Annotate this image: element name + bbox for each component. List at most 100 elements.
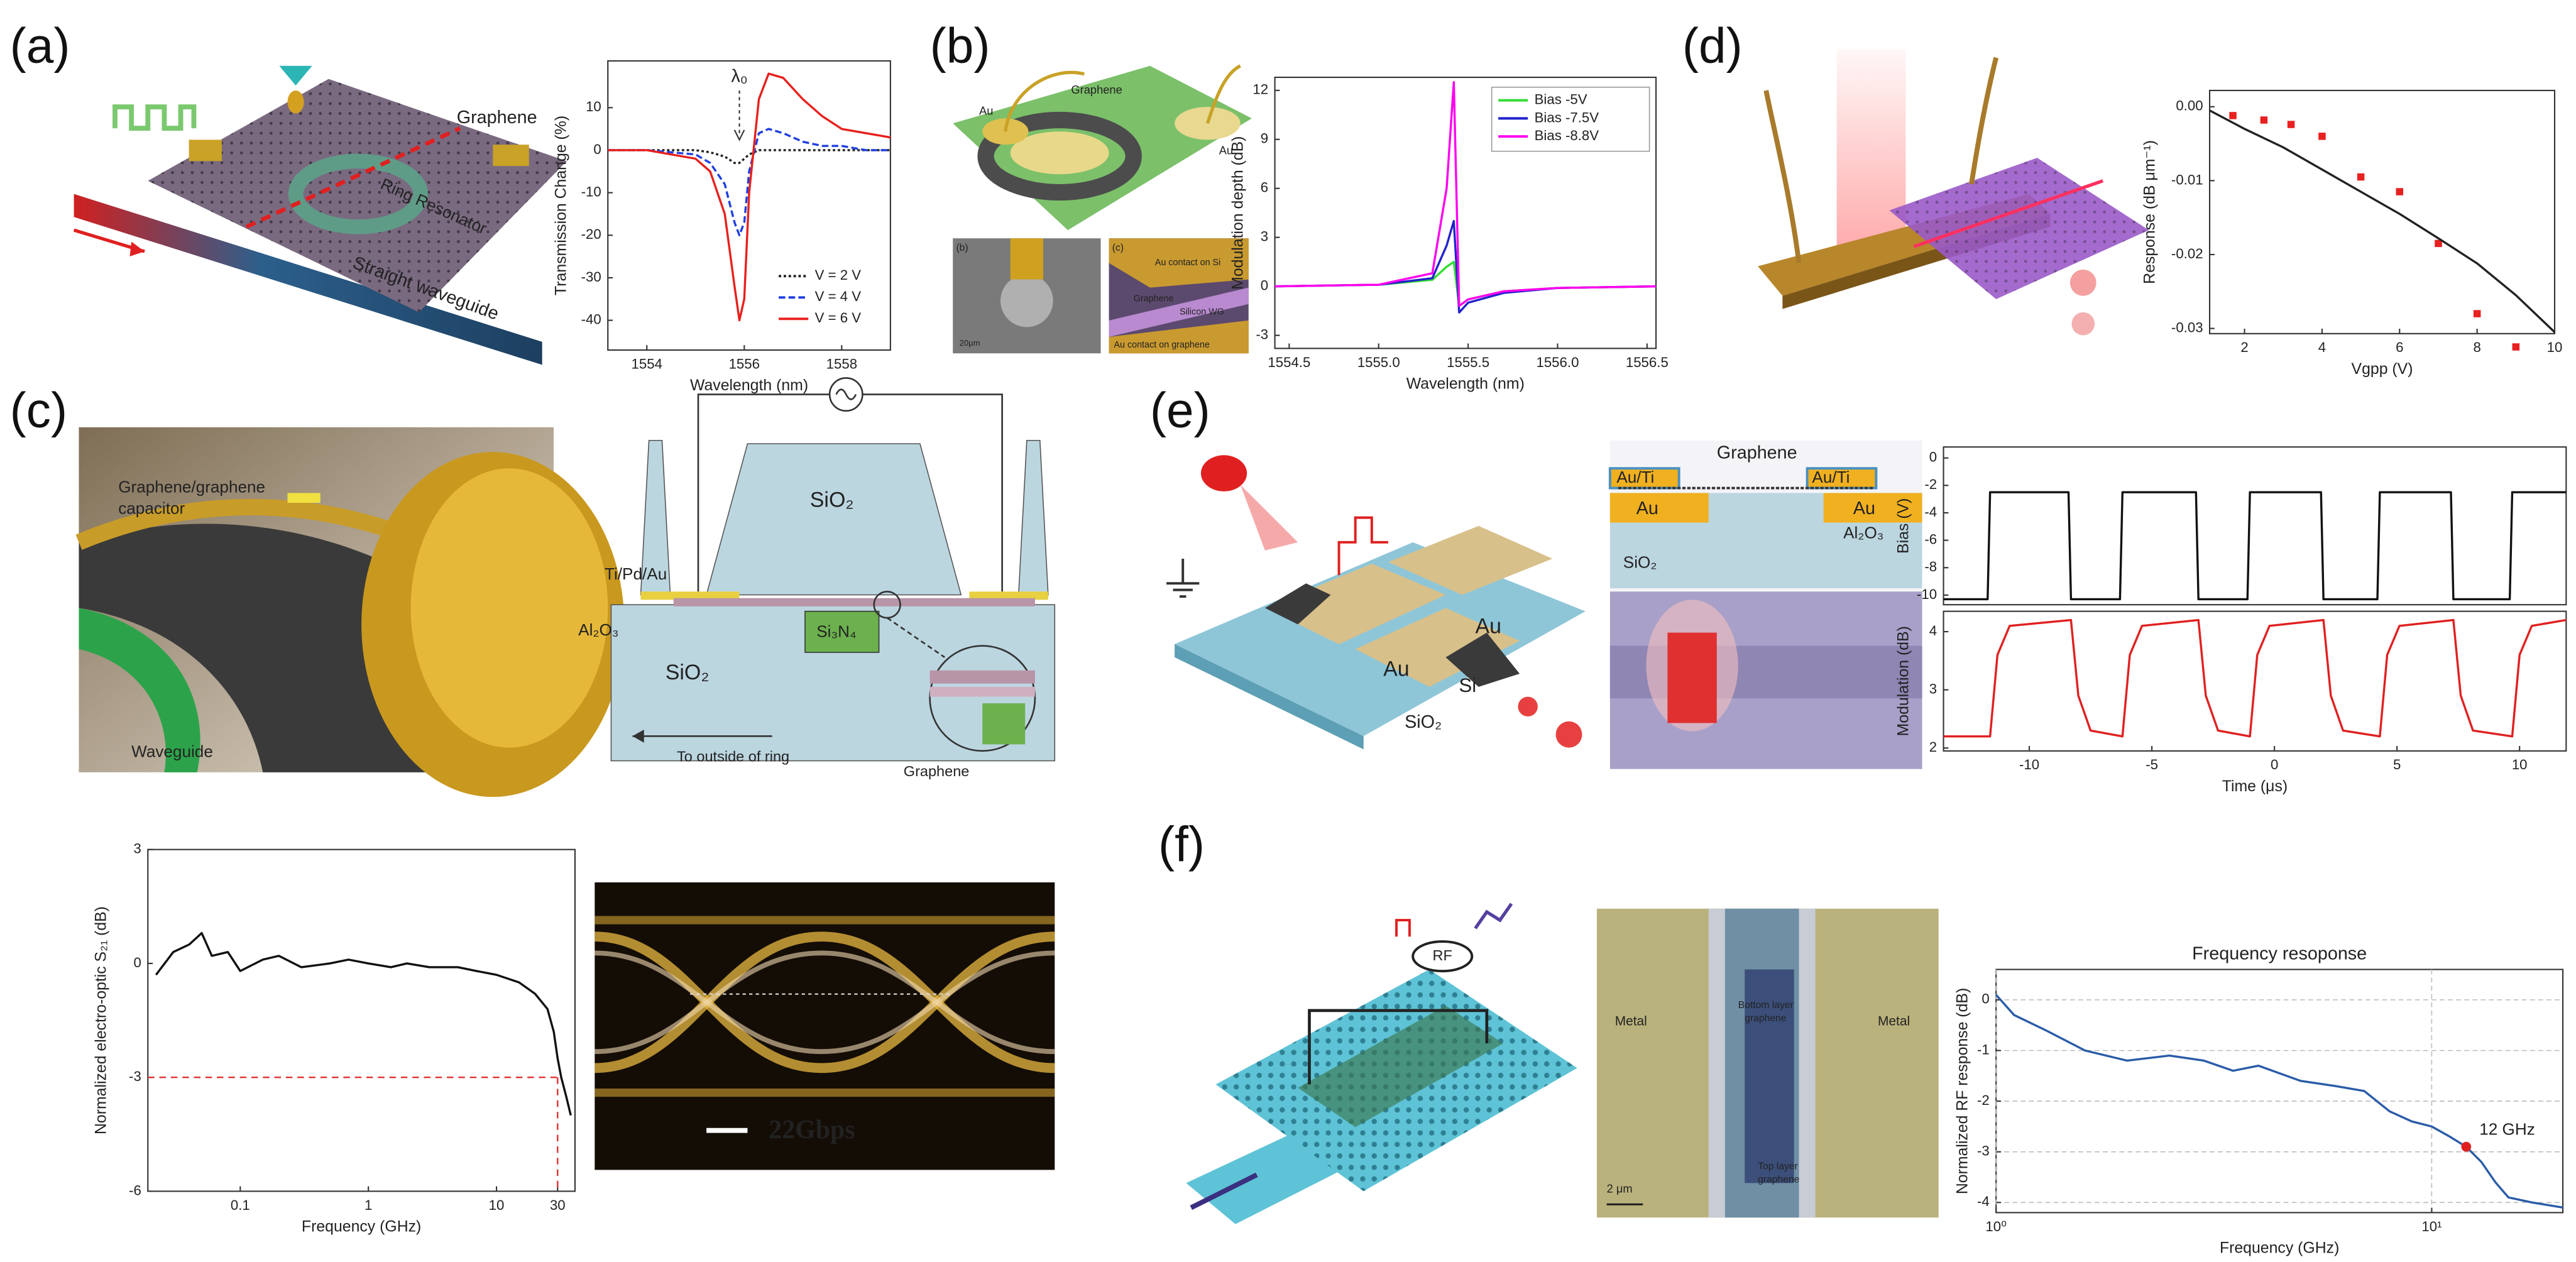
- panel-b-schematic-part: [1205, 64, 1241, 124]
- diagram-label: Au/Ti: [1812, 468, 1850, 486]
- panel-c-cross-section-part: [929, 686, 1035, 697]
- panel-b-schematic-part: [1109, 287, 1249, 337]
- y-tick-label: -30: [581, 269, 601, 285]
- panel-label: (f): [1158, 816, 1205, 872]
- panel-c-cross-section-part: [640, 591, 740, 600]
- diagram-label: Au: [1636, 498, 1658, 519]
- x-tick-label: 10¹: [2421, 1219, 2442, 1234]
- panel-c-cross-section-part: [969, 591, 1048, 600]
- panel-a-schematic-part: [288, 153, 428, 234]
- panel-c-cross-section-part: [804, 610, 880, 653]
- data-point: [2229, 112, 2237, 119]
- diagram-label: Au contact on graphene: [1114, 340, 1209, 350]
- y-tick-label: -6: [129, 1182, 141, 1198]
- panel-f-schematic-part: [1298, 1006, 1503, 1128]
- diagram-label: SiO₂: [810, 488, 854, 512]
- panel-f-schematic-part: [1474, 903, 1513, 930]
- diagram-label: Bottom layer: [1738, 1000, 1794, 1011]
- diagram-label: Top layer: [1758, 1161, 1798, 1171]
- diagram-label: RF: [1433, 947, 1452, 963]
- plot-area: [1943, 446, 2567, 606]
- annotation-label: λ₀: [731, 67, 747, 87]
- legend-label: Bias -7.5V: [1535, 109, 1599, 125]
- data-point: [2287, 121, 2295, 128]
- data-line: [1943, 491, 2567, 601]
- panel-e-schematic-part: [1264, 583, 1331, 625]
- y-tick-label: -2: [1924, 476, 1937, 492]
- panel-c-cross-section-part: [1017, 439, 1049, 596]
- panel-f-schematic-part: [1308, 1009, 1489, 1085]
- diagram-label: Au contact on Si: [1155, 258, 1221, 268]
- x-tick-label: 1554.5: [1268, 354, 1310, 370]
- y-axis-label: Modulation depth (dB): [1230, 136, 1247, 290]
- y-tick-label: 3: [133, 841, 141, 857]
- diagram-label: Au: [1219, 143, 1233, 156]
- data-line: [608, 72, 891, 322]
- panel-b-schematic-part: [1004, 70, 1085, 132]
- panel-c-cross-section-part: [835, 388, 857, 400]
- diagram-label: Waveguide: [131, 742, 213, 760]
- y-tick-label: -10: [581, 184, 601, 200]
- data-line: [2209, 109, 2556, 333]
- panel-label: (b): [930, 18, 990, 73]
- panel-d-schematic: [1758, 49, 2149, 336]
- panel-c-cross-section-part: [862, 393, 1003, 592]
- y-tick-label: 0: [1929, 449, 1937, 465]
- panel-c-eye-diagram: [595, 882, 1055, 1170]
- panel-e-schematic-part: [1555, 721, 1582, 748]
- x-tick-label: 1555.0: [1357, 354, 1400, 370]
- panel-c-render-part: [79, 608, 200, 772]
- diagram-label: Au: [1383, 657, 1410, 681]
- x-tick-label: 1558: [826, 356, 857, 371]
- panel-label: (e): [1150, 383, 1210, 438]
- panel-e-cross-section-part: [1823, 493, 1922, 523]
- legend-label: Bias -8.8V: [1535, 128, 1599, 143]
- panel-a-schematic-part: [189, 140, 222, 162]
- diagram-label: Metal: [1615, 1014, 1647, 1029]
- panel-b-schematic-part: [1109, 238, 1249, 288]
- panel-e-cross-section: [1608, 440, 1922, 769]
- diagram-label: Graphene: [457, 107, 537, 128]
- data-point: [2260, 116, 2268, 124]
- x-tick-label: 10⁰: [1985, 1219, 2007, 1234]
- panel-e-cross-section-part: [1806, 467, 1878, 490]
- x-tick-label: 10: [489, 1197, 505, 1213]
- panel-e-schematic-part: [1200, 455, 1247, 491]
- panel-e-schematic-part: [1337, 516, 1388, 576]
- diagram-label: Silicon WG: [1180, 307, 1224, 317]
- diagram-label: Au: [1476, 615, 1502, 639]
- x-tick-label: 10: [2547, 339, 2563, 355]
- y-tick-label: -3: [1256, 326, 1268, 342]
- eye-label: 22Gbps: [769, 1116, 855, 1144]
- y-tick-label: -0.02: [2171, 246, 2203, 261]
- data-point: [2318, 133, 2326, 140]
- y-tick-label: 2: [1929, 739, 1937, 755]
- panel-label: (c): [10, 383, 67, 438]
- diagram-label: (c): [1112, 243, 1124, 253]
- panel-c-render: [75, 427, 625, 798]
- chart-title: Frequency resoponse: [2192, 944, 2367, 964]
- y-tick-label: 0: [1981, 991, 1989, 1007]
- panel-c-cross-section-part: [886, 617, 945, 658]
- y-tick-label: 0: [133, 955, 141, 970]
- panel-d-schematic-part: [1913, 179, 2103, 248]
- data-line: [1274, 81, 1657, 307]
- panel-a-schematic-part: [129, 241, 145, 256]
- panel-e-cross-section-part: [1667, 632, 1717, 723]
- y-tick-label: -6: [1924, 531, 1937, 547]
- panel-c-render-part: [287, 493, 321, 503]
- x-tick-label: 1556.5: [1626, 354, 1669, 370]
- y-tick-label: -10: [1917, 586, 1937, 602]
- y-tick-label: 3: [1261, 229, 1268, 244]
- panel-a-schematic-part: [245, 126, 461, 229]
- x-tick-label: 10: [2512, 757, 2528, 772]
- legend-label: V = 4 V: [815, 288, 862, 304]
- panel-d-schematic-part: [1969, 57, 1999, 185]
- panel-e-schematic-part: [1355, 608, 1520, 687]
- x-axis-label: Vgpp (V): [2352, 361, 2413, 378]
- x-axis-label: Time (μs): [2222, 778, 2288, 795]
- y-tick-label: 0.00: [2176, 98, 2203, 114]
- y-tick-label: 12: [1252, 82, 1268, 97]
- diagram-label: Graphene: [1071, 83, 1122, 96]
